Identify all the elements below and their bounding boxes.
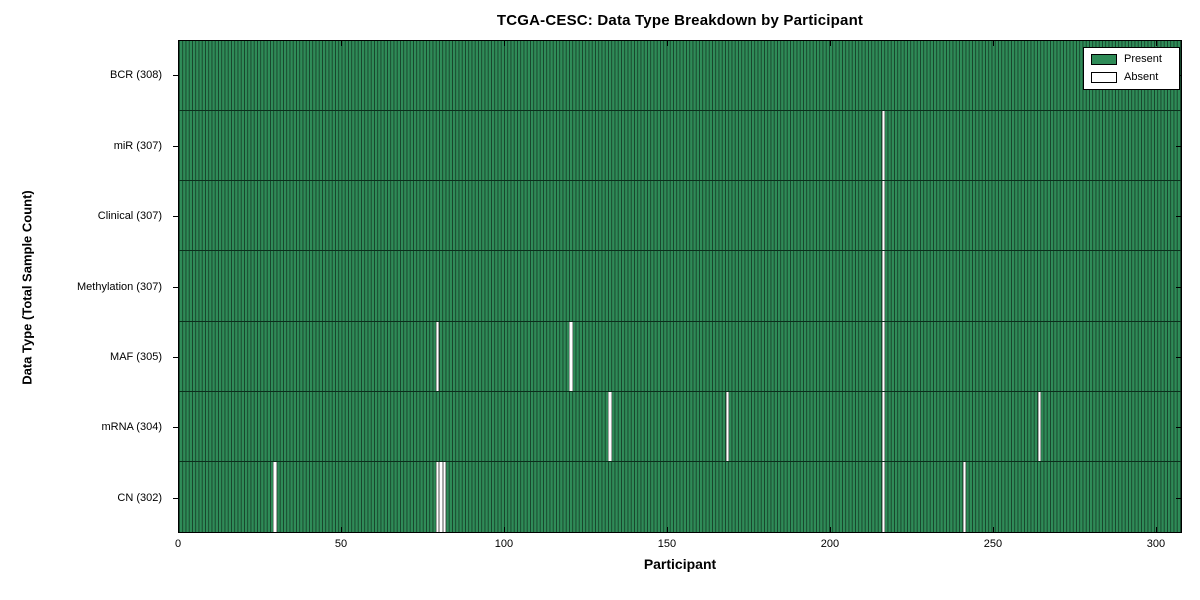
xtick-mark-top-150 [666,41,668,46]
ytick-label-bcr: BCR (308) [110,69,162,82]
xtick-mark-top-50 [340,41,342,46]
plot-area [178,40,1182,533]
xtick-mark-top-100 [503,41,505,46]
absent-bar-cn-81 [442,461,446,532]
ytick-mark-left-maf [173,356,178,358]
row-bcr [179,41,1181,112]
ytick-mark-left-cn [173,497,178,499]
ytick-mark-left-mir [173,145,178,147]
xtick-mark-bottom-200 [829,527,831,532]
ytick-mark-left-methylation [173,286,178,288]
ytick-label-methylation: Methylation (307) [77,280,162,293]
xtick-mark-top-250 [992,41,994,46]
row-cn [179,461,1181,532]
ytick-mark-right-mir [1176,145,1181,147]
xtick-mark-top-300 [1155,41,1157,46]
legend-label-present: Present [1124,53,1162,65]
xtick-label-200: 200 [820,538,840,550]
present-swatch-icon [1091,54,1117,65]
row-methylation [179,251,1181,322]
absent-bar-mrna-264 [1037,391,1042,461]
absent-bar-methylation-216 [881,251,885,321]
ytick-mark-right-mrna [1176,427,1181,429]
legend-entry-absent: Absent [1091,71,1172,84]
legend-label-absent: Absent [1124,71,1159,83]
absent-swatch-icon [1091,72,1117,83]
ytick-mark-left-mrna [173,427,178,429]
absent-bar-maf-120 [569,321,573,391]
absent-bar-cn-29 [273,461,277,532]
xtick-mark-bottom-50 [340,527,342,532]
absent-bar-mrna-168 [725,391,729,461]
xtick-mark-bottom-300 [1155,527,1157,532]
absent-bar-clinical-216 [881,181,885,251]
xtick-label-150: 150 [657,538,677,550]
ytick-mark-left-clinical [173,216,178,218]
ytick-mark-right-methylation [1176,286,1181,288]
ytick-label-mrna: mRNA (304) [101,421,162,434]
ytick-label-cn: CN (302) [117,491,162,504]
ytick-label-maf: MAF (305) [110,350,162,363]
absent-bar-mrna-216 [881,391,885,461]
legend: Present Absent [1083,47,1180,90]
xtick-mark-bottom-150 [666,527,668,532]
row-maf [179,321,1181,392]
absent-bar-cn-79 [436,461,440,532]
row-mrna [179,391,1181,462]
absent-bar-maf-79 [436,321,440,391]
xtick-mark-bottom-100 [503,527,505,532]
chart-title: TCGA-CESC: Data Type Breakdown by Partic… [496,12,864,29]
xtick-label-300: 300 [1146,538,1166,550]
absent-bar-cn-241 [963,461,967,532]
legend-entry-present: Present [1091,53,1172,66]
ytick-mark-right-maf [1176,356,1181,358]
xtick-label-100: 100 [494,538,514,550]
absent-bar-cn-216 [881,461,885,532]
absent-bar-mir-216 [881,111,885,181]
ytick-mark-right-cn [1176,497,1181,499]
ytick-label-clinical: Clinical (307) [97,210,162,223]
xtick-mark-top-200 [829,41,831,46]
xtick-mark-bottom-250 [992,527,994,532]
xtick-mark-bottom-0 [178,527,179,532]
row-clinical [179,181,1181,252]
absent-bar-maf-216 [881,321,885,391]
ytick-label-mir: miR (307) [113,139,162,152]
row-mir [179,111,1181,182]
xtick-label-250: 250 [983,538,1003,550]
xtick-label-50: 50 [334,538,348,550]
ytick-mark-right-clinical [1176,216,1181,218]
xtick-mark-top-0 [178,41,179,46]
absent-bar-cn-80 [439,461,443,532]
xtick-label-0: 0 [174,538,182,550]
ytick-mark-left-bcr [173,75,178,77]
absent-bar-mrna-132 [608,391,612,461]
x-axis-label: Participant [643,556,717,572]
